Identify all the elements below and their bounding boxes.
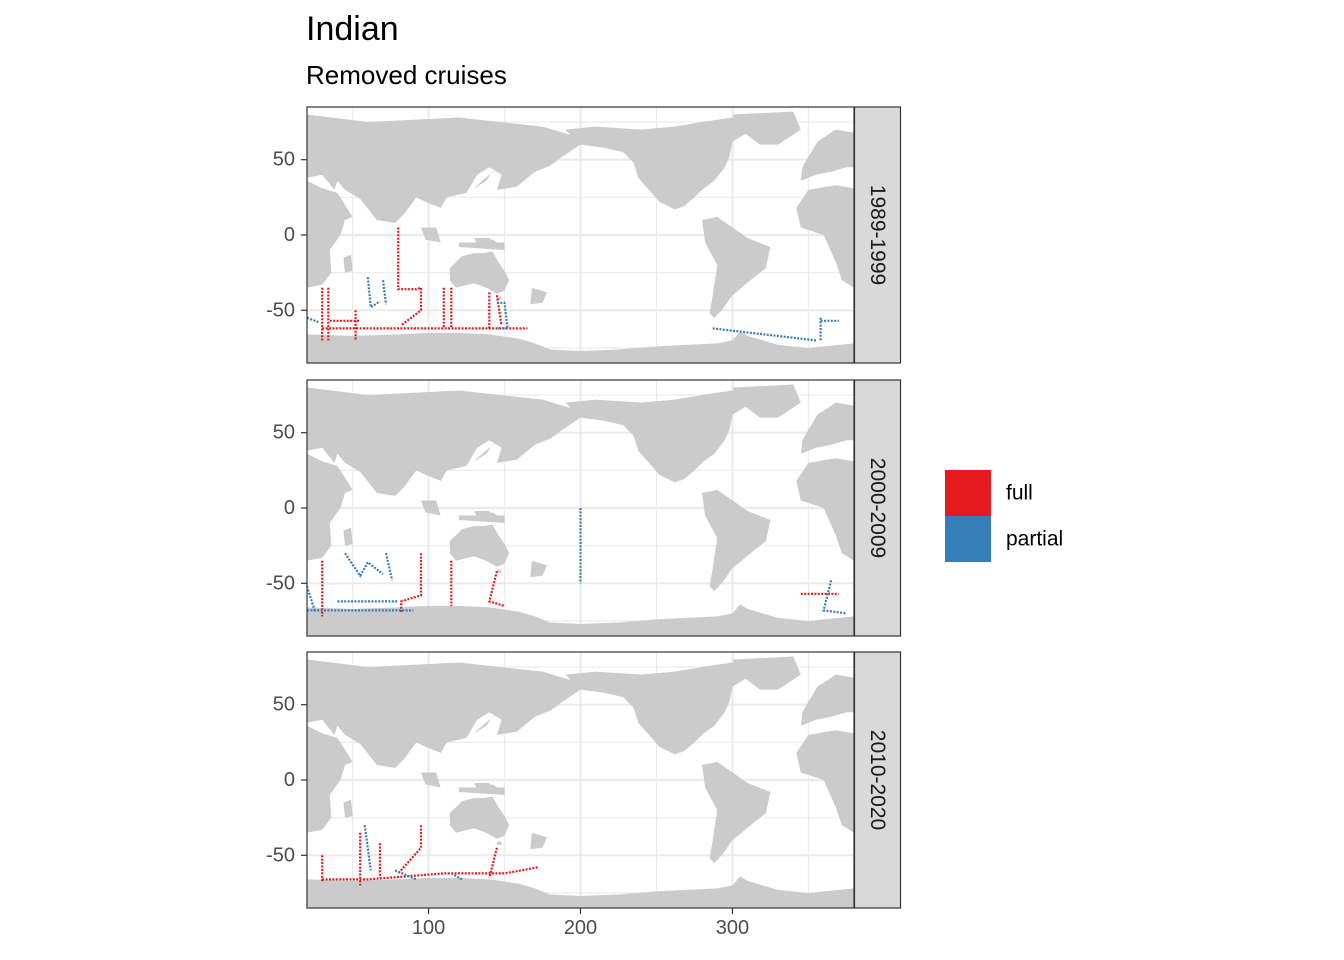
cruise-track-full: [487, 570, 505, 607]
map-panel: 2000-2009: [306, 379, 902, 637]
facet-strip-label: 2010-2020: [866, 730, 889, 830]
y-tick-label: 50: [273, 422, 295, 444]
axes: 50 0 -50 50 0 -50 50 0 -50 100 200 300: [266, 149, 749, 939]
facet-strip: [853, 651, 902, 909]
cruise-track-full: [495, 295, 503, 326]
cruise-track-partial: [450, 872, 463, 881]
legend-key-full: [945, 470, 991, 516]
facet-strip: [853, 106, 902, 364]
x-tick-label: 200: [564, 917, 597, 939]
map-panel: 2010-2020: [306, 651, 902, 909]
cruise-tracks: [307, 508, 847, 617]
cruise-track-partial: [394, 869, 417, 881]
cruise-track-partial: [712, 327, 817, 342]
cruise-track-full: [488, 847, 498, 879]
legend-label-full: full: [1006, 482, 1033, 505]
y-tick-label: 0: [284, 497, 295, 519]
facet-strip: [853, 379, 902, 637]
cruise-track-full: [397, 825, 423, 875]
legend-label-partial: partial: [1006, 528, 1063, 551]
map-panel: 1989-1999: [306, 106, 902, 364]
cruise-track-partial: [496, 301, 509, 330]
legend: full partial: [945, 470, 1063, 562]
cruise-tracks: [307, 227, 839, 342]
x-tick-label: 100: [412, 917, 445, 939]
cruise-track-full: [322, 866, 539, 881]
plot-title: Indian: [306, 10, 399, 48]
plot-subtitle: Removed cruises: [306, 60, 507, 90]
cruise-track-partial: [363, 825, 372, 871]
facet-panels: 1989-1999 2000-2009 2010-2020: [306, 106, 902, 909]
cruise-track-partial: [384, 552, 394, 581]
x-tick-label: 300: [716, 917, 749, 939]
cruise-track-partial: [344, 552, 384, 578]
y-tick-label: 0: [284, 769, 295, 791]
facet-strip-label: 2000-2009: [866, 458, 889, 558]
y-tick-label: 50: [273, 149, 295, 171]
facet-strip-label: 1989-1999: [866, 185, 889, 285]
legend-key-partial: [945, 516, 991, 562]
y-tick-label: -50: [266, 572, 295, 594]
cruise-track-partial: [366, 277, 381, 310]
cruise-track-partial: [307, 585, 316, 611]
y-tick-label: 0: [284, 224, 295, 246]
y-tick-label: 50: [273, 694, 295, 716]
y-tick-label: -50: [266, 844, 295, 866]
y-tick-label: -50: [266, 299, 295, 321]
cruise-track-partial: [307, 316, 320, 324]
cruise-tracks: [321, 825, 539, 886]
cruise-track-partial: [822, 580, 847, 615]
cruise-track-full: [400, 553, 423, 614]
cruise-track-full: [397, 227, 423, 327]
cruise-track-partial: [381, 280, 388, 305]
